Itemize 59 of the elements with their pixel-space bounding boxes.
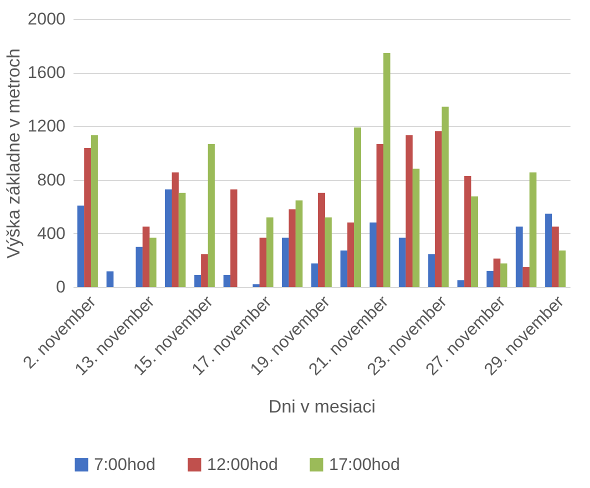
legend-label: 17:00hod [329, 454, 400, 474]
bar [354, 128, 362, 287]
bar [412, 168, 420, 287]
bar [428, 254, 436, 287]
bar [178, 192, 186, 287]
bar [516, 226, 523, 287]
bar [552, 226, 559, 287]
bar [230, 189, 238, 287]
bar [311, 263, 318, 287]
y-tick-label: 800 [37, 170, 66, 190]
bar [442, 106, 449, 287]
bar [457, 280, 464, 287]
bar [282, 238, 289, 287]
bar [324, 217, 332, 287]
bar [223, 274, 230, 287]
bar [136, 246, 143, 287]
y-axis-title: Výška základne v metroch [4, 48, 24, 259]
bar [370, 222, 377, 287]
bar [260, 238, 267, 287]
bar [252, 284, 260, 287]
bar [434, 131, 442, 287]
bar [471, 196, 478, 287]
legend-label: 7:00hod [94, 454, 156, 474]
bar [545, 214, 552, 287]
bar [194, 274, 202, 287]
y-tick-label: 1600 [28, 63, 66, 82]
bar [288, 209, 296, 287]
bar [406, 135, 413, 287]
bar [500, 263, 508, 287]
bar [142, 226, 150, 287]
bar [529, 172, 536, 287]
y-tick-label: 0 [56, 278, 66, 296]
bar [340, 250, 348, 287]
bar [347, 222, 354, 287]
bar [106, 271, 114, 287]
bar [493, 258, 500, 287]
bar [77, 206, 84, 287]
legend-label: 12:00hod [207, 454, 278, 474]
bar [522, 267, 530, 287]
bar [172, 172, 179, 287]
y-tick-label: 1200 [28, 116, 66, 136]
bar [90, 135, 98, 287]
bar [296, 200, 303, 287]
bar [558, 250, 566, 287]
y-tick-label: 400 [37, 224, 66, 243]
bar [318, 192, 325, 287]
bar [486, 270, 494, 287]
bar [84, 148, 92, 287]
bar [383, 53, 390, 287]
y-tick-label: 2000 [28, 10, 66, 28]
x-axis-title: Dni v mesiaci [268, 396, 376, 416]
bar [266, 217, 274, 287]
bar [464, 176, 472, 287]
bar [376, 144, 384, 287]
bar [149, 238, 156, 287]
bar [165, 189, 172, 287]
bar [201, 254, 208, 287]
bar [398, 238, 406, 287]
bar [208, 144, 215, 287]
